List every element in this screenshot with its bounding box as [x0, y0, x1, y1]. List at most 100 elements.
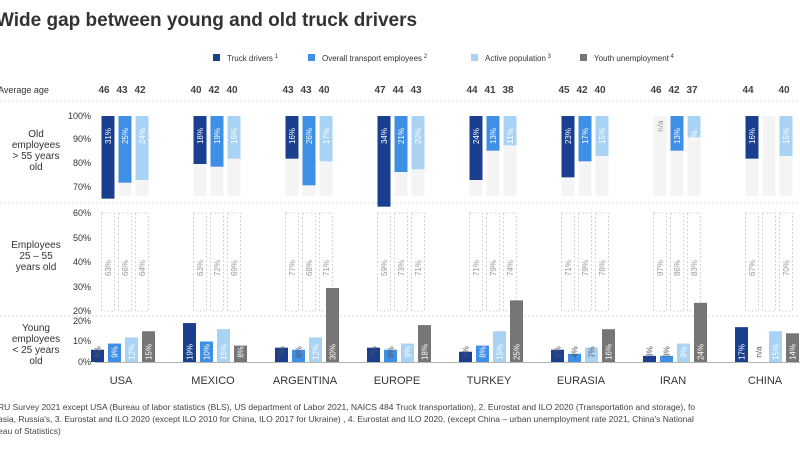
bar-mid-label: 78% — [598, 260, 607, 276]
bar-old-transport — [118, 116, 132, 183]
average-age-value: 46 — [650, 85, 662, 96]
bar-old-truck — [377, 116, 391, 207]
bar-young-label: 7% — [278, 346, 287, 358]
average-age-value: 47 — [374, 85, 386, 96]
bar-old-label: 15% — [782, 128, 791, 144]
row-label-old: > 55 years — [13, 151, 60, 162]
average-age-value: 40 — [778, 85, 790, 96]
bar-young-label: 15% — [145, 344, 154, 360]
bar-old-label: 11% — [506, 128, 515, 143]
bar-young-truck — [367, 347, 380, 362]
y-tick-label: 0% — [78, 357, 91, 367]
bar-old-active — [779, 116, 793, 156]
bar-young-label: 4% — [571, 346, 580, 358]
chart-title: Wide gap between young and old truck dri… — [0, 10, 417, 31]
bar-old-active — [319, 116, 333, 162]
y-tick-label: 60% — [73, 208, 91, 218]
y-tick-label: 30% — [73, 282, 91, 292]
bar-young-label: 18% — [421, 344, 430, 360]
bar-old-transport — [210, 116, 224, 167]
bar-young-truck — [183, 323, 196, 362]
bar-young-transport — [108, 343, 121, 362]
bar-mid-transport — [670, 212, 684, 312]
bar-old-truck — [745, 116, 759, 159]
average-age-value: 43 — [410, 85, 422, 96]
bar-old-label: 16% — [288, 128, 297, 144]
bar-mid-active — [595, 212, 609, 312]
legend: Truck drivers 1 Overall transport employe… — [213, 54, 675, 63]
legend-swatch-truck — [213, 54, 220, 61]
bar-young-youth — [234, 345, 247, 362]
y-tick-label: 40% — [73, 257, 91, 267]
bar-young-label: 6% — [295, 346, 304, 358]
y-tick-label: 20% — [73, 316, 91, 326]
bar-young-active — [677, 343, 690, 362]
bar-young-youth — [510, 300, 523, 362]
bar-young-label: 7% — [370, 346, 379, 358]
bar-old-active — [227, 116, 241, 159]
bar-mid-truck — [653, 212, 667, 312]
legend-footnote-mark: 3 — [546, 54, 552, 60]
bar-young-active — [401, 343, 414, 362]
bar-mid-label: 68% — [305, 260, 314, 276]
bar-mid-active — [227, 212, 241, 312]
bar-young-active — [585, 347, 598, 362]
source-note: RU Survey 2021 except USA (Bureau of lab… — [0, 402, 695, 436]
bar-young-label: 15% — [772, 344, 781, 360]
bar-mid-transport — [486, 212, 500, 312]
bar-young-truck — [643, 355, 656, 362]
bar-young-label: 15% — [496, 344, 505, 360]
average-age-value: 44 — [392, 85, 404, 96]
bar-old-label: 25% — [121, 128, 130, 144]
source-line: asia, Russia's, 3. Eurostat and ILO 2020… — [0, 414, 694, 424]
bar-mid-label: 72% — [213, 260, 222, 276]
bar-young-label: 16% — [220, 344, 229, 360]
average-age-value: 40 — [226, 85, 238, 96]
y-tick-label: 100% — [68, 111, 91, 121]
x-category-label: USA — [110, 375, 133, 387]
x-category-label: MEXICO — [191, 375, 235, 387]
bar-mid-label: 59% — [380, 260, 389, 276]
bar-old-label: n/a — [656, 120, 665, 132]
average-age-value: 42 — [576, 85, 588, 96]
y-tick-label: 80% — [73, 158, 91, 168]
bar-old-transport — [394, 116, 408, 172]
bar-young-label: 7% — [588, 346, 597, 358]
y-tick-label: 70% — [73, 182, 91, 192]
bar-old-label: 20% — [414, 128, 423, 144]
x-category-label: IRAN — [660, 375, 686, 387]
bar-mid-label: 86% — [673, 260, 682, 276]
row-label-young: Young — [22, 323, 50, 334]
bar-old-transport — [670, 116, 684, 151]
bar-young-label: 16% — [605, 344, 614, 360]
bar-old-active — [687, 116, 701, 138]
bar-mid-truck — [377, 212, 391, 312]
bar-old-label: 16% — [230, 128, 239, 144]
bar-old-truck — [285, 116, 299, 159]
bar-old-truck — [193, 116, 207, 164]
bar-mid-label: 79% — [581, 260, 590, 276]
legend-label-transport: Overall transport employees 2 — [322, 54, 428, 63]
bar-old-transport — [578, 116, 592, 162]
bar-old-label: 13% — [489, 128, 498, 144]
bar-old-transport — [486, 116, 500, 151]
bar-mid-label: 83% — [690, 260, 699, 276]
bar-young-truck — [735, 327, 748, 362]
bar-young-label: 8% — [479, 346, 488, 358]
bar-mid-transport — [302, 212, 316, 312]
bar-mid-label: 77% — [288, 260, 297, 276]
bar-young-label: 3% — [646, 346, 655, 358]
bar-old-label: 31% — [104, 128, 113, 144]
bar-mid-label: 97% — [656, 260, 665, 276]
bar-young-label: 9% — [404, 346, 413, 358]
bar-old-label: 8% — [690, 130, 699, 142]
average-age-value: 45 — [558, 85, 570, 96]
bar-mid-transport — [118, 212, 132, 312]
bar-mid-label: 71% — [472, 260, 481, 276]
legend-footnote-mark: 2 — [422, 54, 428, 60]
bar-young-youth — [326, 288, 339, 362]
bar-young-truck — [275, 347, 288, 362]
bar-mid-label: 74% — [506, 260, 515, 276]
bar-old-truck — [469, 116, 483, 180]
average-age-value: 40 — [190, 85, 202, 96]
